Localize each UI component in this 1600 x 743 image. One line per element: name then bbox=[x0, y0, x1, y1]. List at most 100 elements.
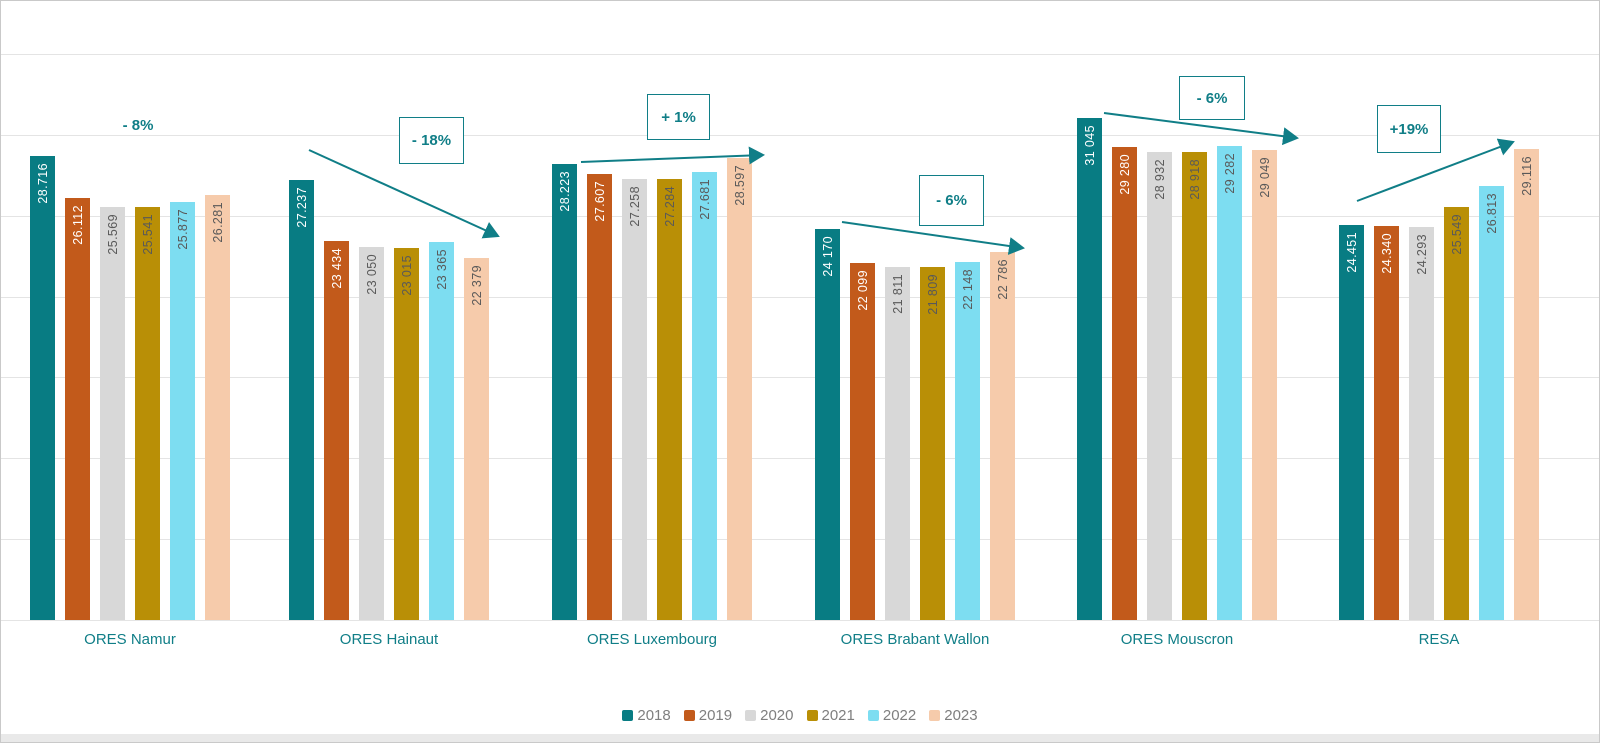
bar-2021-ores-hainaut[interactable]: 23 015 bbox=[394, 247, 419, 620]
bar-2019-ores-luxembourg[interactable]: 27.607 bbox=[587, 173, 612, 620]
bar-value-label: 21 811 bbox=[890, 274, 905, 314]
bar-value-label: 29 280 bbox=[1117, 153, 1132, 195]
bar-value-label: 21 809 bbox=[925, 274, 940, 315]
percent-change-label: +19% bbox=[1377, 105, 1441, 153]
bar-value-label: 24.451 bbox=[1344, 231, 1359, 273]
bar-2023-ores-namur[interactable]: 26.281 bbox=[205, 194, 230, 620]
bar-2018-ores-namur[interactable]: 28.716 bbox=[30, 155, 55, 620]
bar-value-label: 28.716 bbox=[35, 162, 50, 204]
bar-value-label: 25.541 bbox=[140, 213, 155, 255]
legend-swatch bbox=[683, 710, 695, 721]
bar-value-label: 26.112 bbox=[70, 204, 85, 245]
bar-value-label: 24.293 bbox=[1414, 234, 1429, 275]
bar-value-label: 27.284 bbox=[662, 185, 677, 227]
bar-value-label: 23 015 bbox=[399, 254, 414, 296]
bar-2023-ores-brabant-wallon[interactable]: 22 786 bbox=[990, 251, 1015, 620]
bar-2021-ores-namur[interactable]: 25.541 bbox=[135, 206, 160, 620]
legend-item-2019[interactable]: 2019 bbox=[683, 707, 733, 724]
bar-value-label: 24.340 bbox=[1379, 233, 1394, 275]
bar-2021-ores-brabant-wallon[interactable]: 21 809 bbox=[920, 267, 945, 620]
bar-value-label: 23 365 bbox=[434, 249, 449, 290]
legend-label: 2023 bbox=[944, 707, 978, 724]
bar-2019-ores-namur[interactable]: 26.112 bbox=[65, 197, 90, 620]
category-label-ores-luxembourg: ORES Luxembourg bbox=[586, 631, 718, 648]
gridline bbox=[1, 539, 1599, 541]
legend-swatch bbox=[806, 710, 818, 721]
bar-2019-ores-mouscron[interactable]: 29 280 bbox=[1112, 146, 1137, 620]
bar-2018-resa[interactable]: 24.451 bbox=[1339, 224, 1364, 620]
bar-value-label: 27.258 bbox=[627, 186, 642, 227]
bar-2020-ores-mouscron[interactable]: 28 932 bbox=[1147, 152, 1172, 620]
legend-item-2018[interactable]: 2018 bbox=[622, 707, 671, 724]
bar-2018-ores-luxembourg[interactable]: 28.223 bbox=[552, 163, 577, 620]
bar-value-label: 25.569 bbox=[105, 213, 120, 255]
gridline bbox=[1, 215, 1599, 217]
legend: 2018 2019 2020 2021 2022 2023 bbox=[1, 707, 1599, 724]
gridline bbox=[1, 296, 1599, 298]
bar-2022-ores-brabant-wallon[interactable]: 22 148 bbox=[955, 261, 980, 620]
bar-2023-resa[interactable]: 29.116 bbox=[1514, 149, 1539, 620]
bar-2021-ores-mouscron[interactable]: 28 918 bbox=[1182, 152, 1207, 620]
legend-label: 2019 bbox=[698, 707, 733, 724]
legend-item-2022[interactable]: 2022 bbox=[867, 707, 917, 724]
bar-value-label: 27.681 bbox=[697, 179, 712, 220]
gridline bbox=[1, 134, 1599, 136]
bar-2019-ores-hainaut[interactable]: 23 434 bbox=[324, 241, 349, 620]
bar-value-label: 29 282 bbox=[1222, 153, 1237, 195]
bar-2021-resa[interactable]: 25.549 bbox=[1444, 206, 1469, 620]
legend-item-2021[interactable]: 2021 bbox=[806, 707, 855, 724]
bar-value-label: 25.877 bbox=[175, 208, 190, 250]
legend-item-2023[interactable]: 2023 bbox=[929, 707, 978, 724]
category-label-ores-mouscron: ORES Mouscron bbox=[1120, 631, 1234, 648]
bar-value-label: 28 918 bbox=[1187, 159, 1202, 200]
bar-value-label: 22 379 bbox=[469, 265, 484, 306]
bar-2022-resa[interactable]: 26.813 bbox=[1479, 186, 1504, 620]
bar-2018-ores-hainaut[interactable]: 27.237 bbox=[289, 179, 314, 620]
bar-2020-resa[interactable]: 24.293 bbox=[1409, 227, 1434, 620]
bar-2020-ores-luxembourg[interactable]: 27.258 bbox=[622, 179, 647, 620]
bar-2019-ores-brabant-wallon[interactable]: 22 099 bbox=[850, 262, 875, 620]
bar-value-label: 28.597 bbox=[732, 164, 747, 206]
gridline bbox=[1, 620, 1599, 621]
bar-2023-ores-mouscron[interactable]: 29 049 bbox=[1252, 150, 1277, 620]
bar-value-label: 31 045 bbox=[1082, 124, 1097, 166]
gridline bbox=[1, 377, 1599, 379]
bar-value-label: 26.281 bbox=[210, 201, 225, 243]
bar-2022-ores-namur[interactable]: 25.877 bbox=[170, 201, 195, 620]
bottom-edge bbox=[1, 734, 1599, 742]
bar-2021-ores-luxembourg[interactable]: 27.284 bbox=[657, 178, 682, 620]
bar-value-label: 27.237 bbox=[294, 186, 309, 228]
bar-2018-ores-brabant-wallon[interactable]: 24 170 bbox=[815, 229, 840, 620]
bar-2023-ores-luxembourg[interactable]: 28.597 bbox=[727, 157, 752, 620]
legend-label: 2020 bbox=[760, 707, 794, 724]
legend-label: 2021 bbox=[821, 707, 855, 724]
bar-2022-ores-hainaut[interactable]: 23 365 bbox=[429, 242, 454, 620]
bar-value-label: 24 170 bbox=[820, 236, 835, 277]
percent-change-label: - 6% bbox=[1179, 76, 1245, 120]
category-label-ores-namur: ORES Namur bbox=[84, 631, 176, 648]
bar-value-label: 22 786 bbox=[995, 258, 1010, 300]
bar-value-label: 22 148 bbox=[960, 268, 975, 310]
bar-2020-ores-namur[interactable]: 25.569 bbox=[100, 206, 125, 620]
gridline bbox=[1, 458, 1599, 460]
bar-2022-ores-mouscron[interactable]: 29 282 bbox=[1217, 146, 1242, 620]
bar-value-label: 22 099 bbox=[855, 269, 870, 311]
legend-label: 2022 bbox=[882, 707, 917, 724]
bar-2023-ores-hainaut[interactable]: 22 379 bbox=[464, 258, 489, 620]
bar-value-label: 29.116 bbox=[1519, 156, 1534, 196]
bar-2018-ores-mouscron[interactable]: 31 045 bbox=[1077, 117, 1102, 620]
bar-value-label: 27.607 bbox=[592, 180, 607, 222]
bar-2019-resa[interactable]: 24.340 bbox=[1374, 226, 1399, 620]
category-label-ores-hainaut: ORES Hainaut bbox=[339, 631, 439, 648]
bar-2020-ores-brabant-wallon[interactable]: 21 811 bbox=[885, 267, 910, 620]
legend-swatch bbox=[867, 710, 879, 721]
bar-value-label: 28 932 bbox=[1152, 159, 1167, 200]
category-label-ores-brabant-wallon: ORES Brabant Wallon bbox=[840, 631, 990, 648]
bar-value-label: 28.223 bbox=[557, 170, 572, 212]
legend-swatch bbox=[745, 710, 757, 721]
bar-value-label: 26.813 bbox=[1484, 193, 1499, 235]
bar-2022-ores-luxembourg[interactable]: 27.681 bbox=[692, 172, 717, 620]
legend-item-2020[interactable]: 2020 bbox=[745, 707, 794, 724]
bar-2020-ores-hainaut[interactable]: 23 050 bbox=[359, 247, 384, 620]
